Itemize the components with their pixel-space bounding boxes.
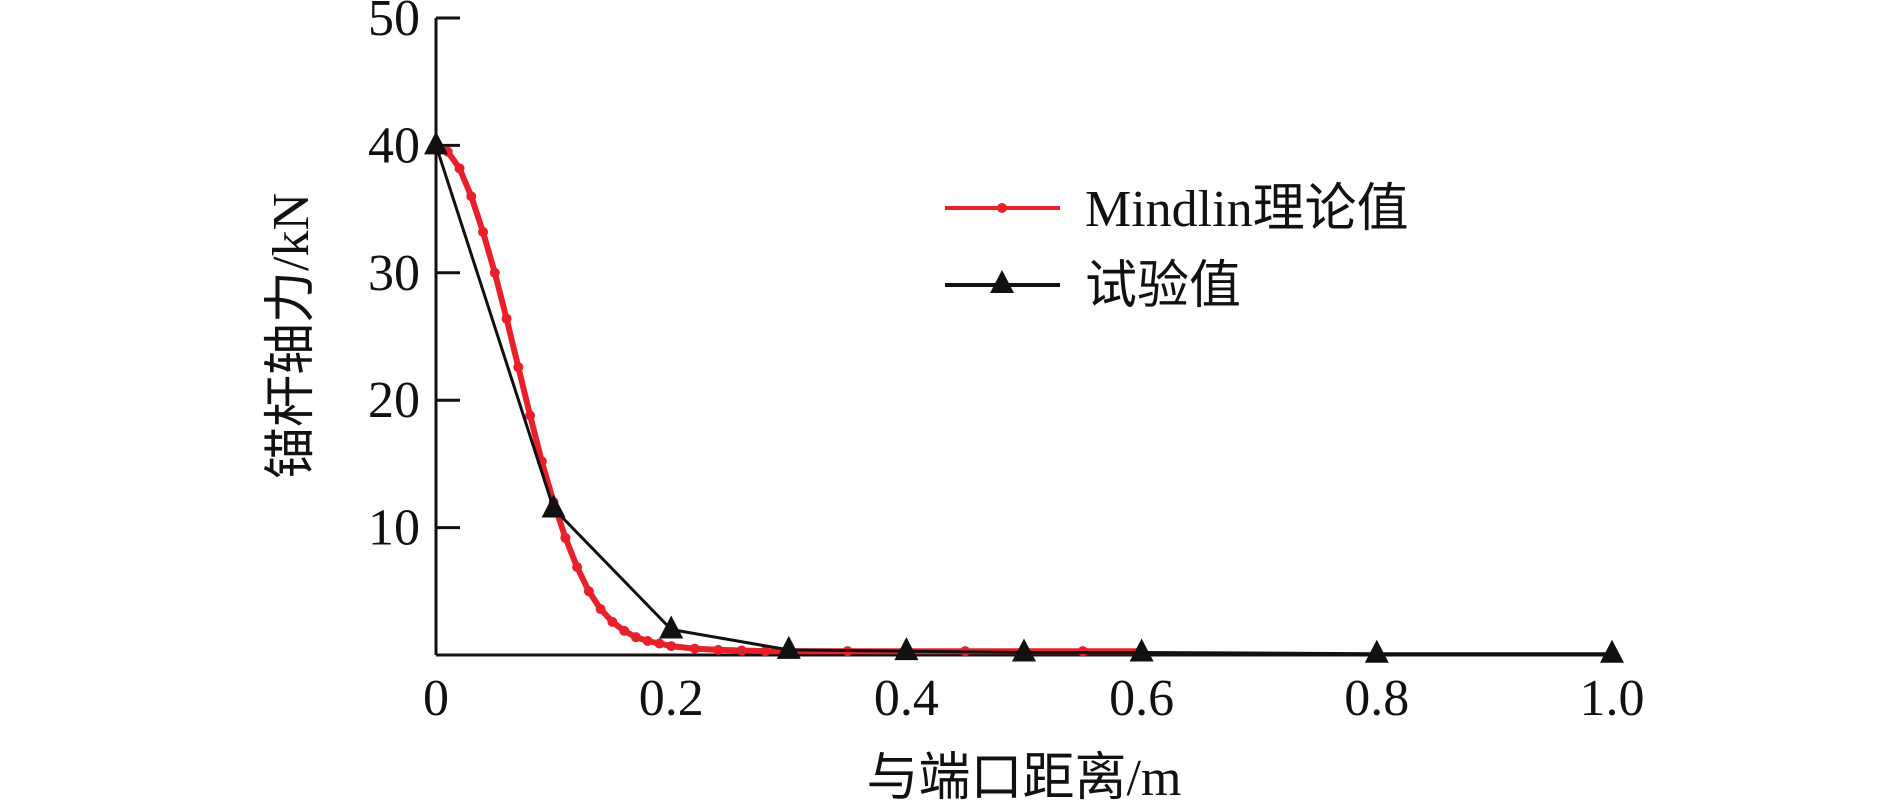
data-point [513,362,524,373]
data-point [560,532,571,543]
x-ticks: 0 0.2 0.4 0.6 0.8 1.0 [423,670,1645,727]
y-tick-label: 10 [368,500,420,557]
series-layer [424,131,1624,663]
data-point [489,267,500,278]
y-tick-label: 30 [368,245,420,302]
data-point [501,313,512,324]
data-point [654,638,665,649]
data-point [776,635,801,659]
y-tick-label: 50 [368,0,420,47]
data-point [572,562,583,573]
y-tick-label: 40 [368,117,420,174]
data-point [630,632,641,643]
x-tick-label: 0.6 [1109,670,1174,727]
data-point [736,645,747,656]
data-point [454,163,465,174]
data-point [595,604,606,615]
axes [434,18,1612,657]
series-line [434,143,1614,656]
data-point [760,646,771,657]
data-point [619,625,630,636]
series-line [433,142,1145,655]
data-point [424,131,448,155]
y-axis-title: 锚杆轴力/kN [263,193,320,479]
legend-label-mindlin: Mindlin理论值 [1085,181,1409,238]
x-tick-label: 1.0 [1580,670,1645,727]
data-point [1012,638,1036,662]
series-0 [431,140,1147,657]
data-point [466,191,477,202]
data-point [525,410,536,421]
x-tick-label: 0.8 [1344,670,1409,727]
data-point [642,635,653,646]
x-tick-label: 0.4 [874,670,939,727]
data-point [689,643,700,654]
x-tick-label: 0.2 [639,670,704,727]
data-point [478,227,489,238]
data-point [541,494,566,518]
data-point [583,586,594,597]
data-point [607,616,618,627]
y-ticks: 10 20 30 40 50 [368,0,460,557]
x-axis-title: 与端口距离/m [867,750,1182,804]
series-1 [424,131,1624,663]
y-tick-label: 20 [368,372,420,429]
legend-marker-mindlin [997,203,1007,213]
data-point [659,615,684,639]
legend-label-test: 试验值 [1085,258,1241,315]
x-tick-label: 0 [423,670,449,727]
data-point [1600,639,1624,663]
data-point [713,644,724,655]
data-point [1364,639,1389,663]
data-point [666,641,677,652]
legend: Mindlin理论值 试验值 [945,181,1409,315]
legend-marker-test [990,270,1014,293]
data-point [894,637,919,661]
data-point [1129,638,1154,662]
